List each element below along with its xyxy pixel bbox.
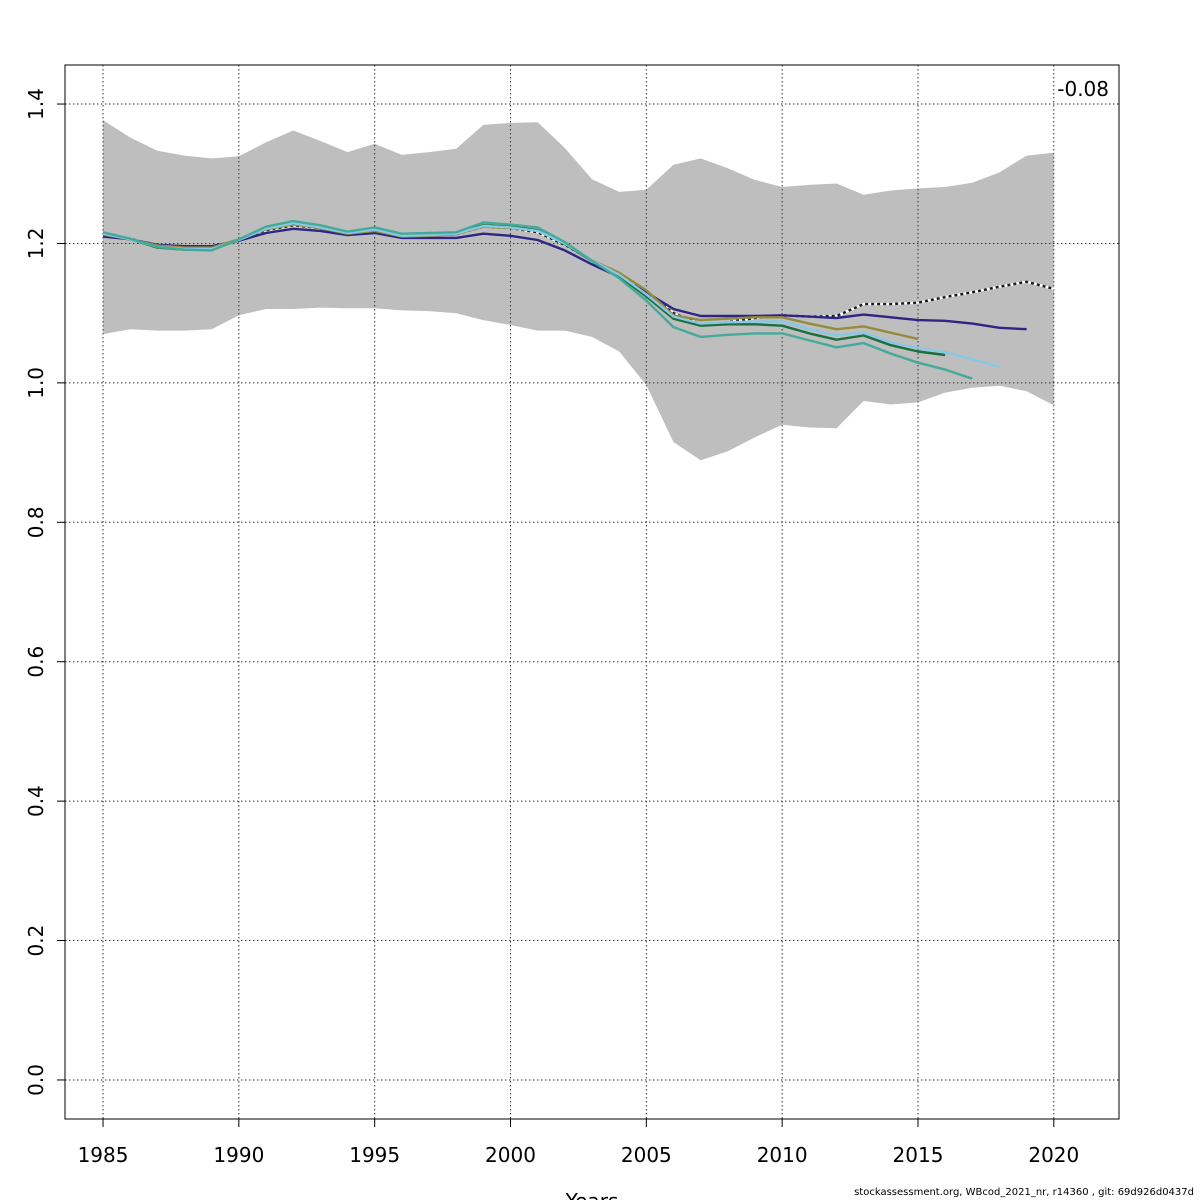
x-tick-label: 2020 bbox=[1028, 1143, 1079, 1167]
y-tick-label: 0.8 bbox=[24, 506, 48, 538]
y-tick-label: 1.2 bbox=[24, 228, 48, 260]
confidence-band-layer bbox=[103, 120, 1054, 461]
x-axis-title: Years bbox=[565, 1189, 619, 1200]
series-line-4 bbox=[102, 221, 1000, 368]
x-tick-label: 1995 bbox=[349, 1143, 400, 1167]
series-line-5 bbox=[102, 219, 973, 380]
x-tick-label: 2000 bbox=[485, 1143, 536, 1167]
y-tick-label: 0.0 bbox=[24, 1064, 48, 1096]
x-tick-label: 2015 bbox=[893, 1143, 944, 1167]
y-tick-label: 1.4 bbox=[24, 88, 48, 120]
x-tick-label: 1985 bbox=[78, 1143, 129, 1167]
series-line-1 bbox=[102, 227, 1027, 331]
plot-frame bbox=[64, 64, 1120, 1120]
y-tick-label: 0.6 bbox=[24, 646, 48, 678]
y-tick-label: 0.4 bbox=[24, 785, 48, 817]
confidence-band bbox=[103, 120, 1054, 461]
x-tick-label: 2005 bbox=[621, 1143, 672, 1167]
x-tick-label: 1990 bbox=[213, 1143, 264, 1167]
x-tick-label: 2010 bbox=[757, 1143, 808, 1167]
axis-layer: 1985 1990 1995 2000 2005 2010 2015 2020 0.0 0.2 0.… bbox=[24, 88, 1079, 1167]
y-tick-label: 0.2 bbox=[24, 925, 48, 957]
annotation-label: -0.08 bbox=[1057, 77, 1109, 101]
footer-credit: stockassessment.org, WBcod_2021_nr, r143… bbox=[854, 1187, 1194, 1198]
series-layer bbox=[102, 219, 1055, 380]
y-tick-label: 1.0 bbox=[24, 367, 48, 399]
